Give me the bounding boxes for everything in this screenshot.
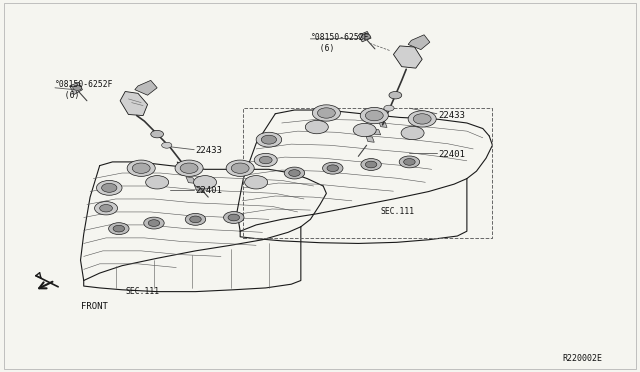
Text: R220002E: R220002E bbox=[563, 354, 603, 363]
Circle shape bbox=[148, 220, 160, 227]
Polygon shape bbox=[177, 162, 191, 173]
Text: 22433: 22433 bbox=[438, 111, 465, 120]
Polygon shape bbox=[379, 121, 387, 128]
Circle shape bbox=[261, 135, 276, 144]
Circle shape bbox=[175, 160, 203, 176]
Circle shape bbox=[185, 214, 205, 225]
Circle shape bbox=[384, 105, 394, 111]
Circle shape bbox=[109, 223, 129, 235]
Polygon shape bbox=[366, 136, 374, 142]
Circle shape bbox=[254, 153, 277, 167]
Circle shape bbox=[102, 183, 117, 192]
Polygon shape bbox=[394, 46, 422, 68]
Circle shape bbox=[323, 162, 343, 174]
Text: SEC.111: SEC.111 bbox=[381, 207, 415, 216]
Circle shape bbox=[413, 114, 431, 124]
Circle shape bbox=[146, 176, 169, 189]
Circle shape bbox=[361, 158, 381, 170]
Circle shape bbox=[151, 131, 164, 138]
Circle shape bbox=[360, 108, 388, 124]
Circle shape bbox=[365, 161, 377, 168]
Circle shape bbox=[353, 124, 376, 137]
Circle shape bbox=[180, 163, 198, 173]
Text: 22401: 22401 bbox=[438, 150, 465, 159]
Circle shape bbox=[408, 111, 436, 127]
Circle shape bbox=[244, 176, 268, 189]
Circle shape bbox=[223, 212, 244, 224]
Polygon shape bbox=[194, 185, 204, 192]
Polygon shape bbox=[408, 35, 430, 49]
Circle shape bbox=[162, 142, 172, 148]
Polygon shape bbox=[372, 129, 381, 135]
Polygon shape bbox=[186, 177, 196, 183]
Circle shape bbox=[113, 225, 125, 232]
Text: °08150-6252F
  (6): °08150-6252F (6) bbox=[310, 33, 369, 53]
Circle shape bbox=[399, 156, 420, 168]
Polygon shape bbox=[70, 82, 83, 94]
Circle shape bbox=[389, 92, 402, 99]
Circle shape bbox=[132, 163, 150, 173]
Circle shape bbox=[144, 217, 164, 229]
Circle shape bbox=[189, 216, 201, 223]
Circle shape bbox=[259, 156, 272, 164]
Polygon shape bbox=[135, 80, 157, 95]
Circle shape bbox=[95, 202, 118, 215]
Circle shape bbox=[284, 167, 305, 179]
Circle shape bbox=[100, 205, 113, 212]
Text: 22433: 22433 bbox=[195, 146, 222, 155]
Text: SEC.111: SEC.111 bbox=[125, 287, 159, 296]
Circle shape bbox=[327, 165, 339, 171]
Circle shape bbox=[362, 34, 371, 39]
Circle shape bbox=[256, 132, 282, 147]
Circle shape bbox=[317, 108, 335, 118]
Text: °08150-6252F
  (6): °08150-6252F (6) bbox=[55, 80, 113, 100]
Polygon shape bbox=[120, 92, 148, 116]
Text: FRONT: FRONT bbox=[81, 302, 108, 311]
Circle shape bbox=[193, 176, 216, 189]
Circle shape bbox=[73, 85, 82, 90]
Circle shape bbox=[401, 126, 424, 140]
Circle shape bbox=[305, 121, 328, 134]
Circle shape bbox=[289, 170, 300, 176]
Polygon shape bbox=[358, 32, 371, 42]
Circle shape bbox=[228, 214, 239, 221]
Circle shape bbox=[365, 110, 383, 121]
Circle shape bbox=[312, 105, 340, 121]
Circle shape bbox=[404, 158, 415, 165]
Circle shape bbox=[127, 160, 156, 176]
Polygon shape bbox=[177, 169, 188, 175]
Text: 22401: 22401 bbox=[195, 186, 222, 195]
Circle shape bbox=[97, 180, 122, 195]
Circle shape bbox=[226, 160, 254, 176]
Circle shape bbox=[231, 163, 249, 173]
